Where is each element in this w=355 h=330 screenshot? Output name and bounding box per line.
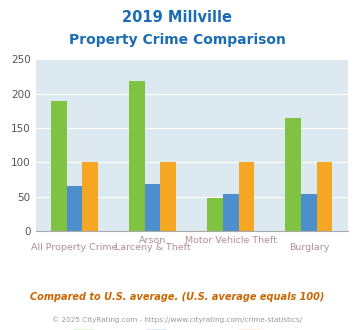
Bar xyxy=(67,186,82,231)
Text: © 2025 CityRating.com - https://www.cityrating.com/crime-statistics/: © 2025 CityRating.com - https://www.city… xyxy=(53,317,302,323)
Bar xyxy=(223,194,239,231)
Bar xyxy=(51,101,67,231)
Bar xyxy=(285,118,301,231)
Bar xyxy=(160,162,176,231)
Text: 2019 Millville: 2019 Millville xyxy=(122,10,233,25)
Text: Compared to U.S. average. (U.S. average equals 100): Compared to U.S. average. (U.S. average … xyxy=(30,292,325,302)
Text: All Property Crime: All Property Crime xyxy=(31,243,118,252)
Bar xyxy=(145,184,160,231)
Bar xyxy=(82,162,98,231)
Bar xyxy=(301,194,317,231)
Bar xyxy=(207,198,223,231)
Legend: Millville, New Jersey, National: Millville, New Jersey, National xyxy=(69,326,315,330)
Text: Arson: Arson xyxy=(139,237,166,246)
Text: Motor Vehicle Theft: Motor Vehicle Theft xyxy=(185,237,277,246)
Bar xyxy=(239,162,254,231)
Bar xyxy=(317,162,332,231)
Text: Larceny & Theft: Larceny & Theft xyxy=(115,243,191,252)
Bar xyxy=(129,82,145,231)
Text: Property Crime Comparison: Property Crime Comparison xyxy=(69,33,286,47)
Text: Burglary: Burglary xyxy=(289,243,329,252)
